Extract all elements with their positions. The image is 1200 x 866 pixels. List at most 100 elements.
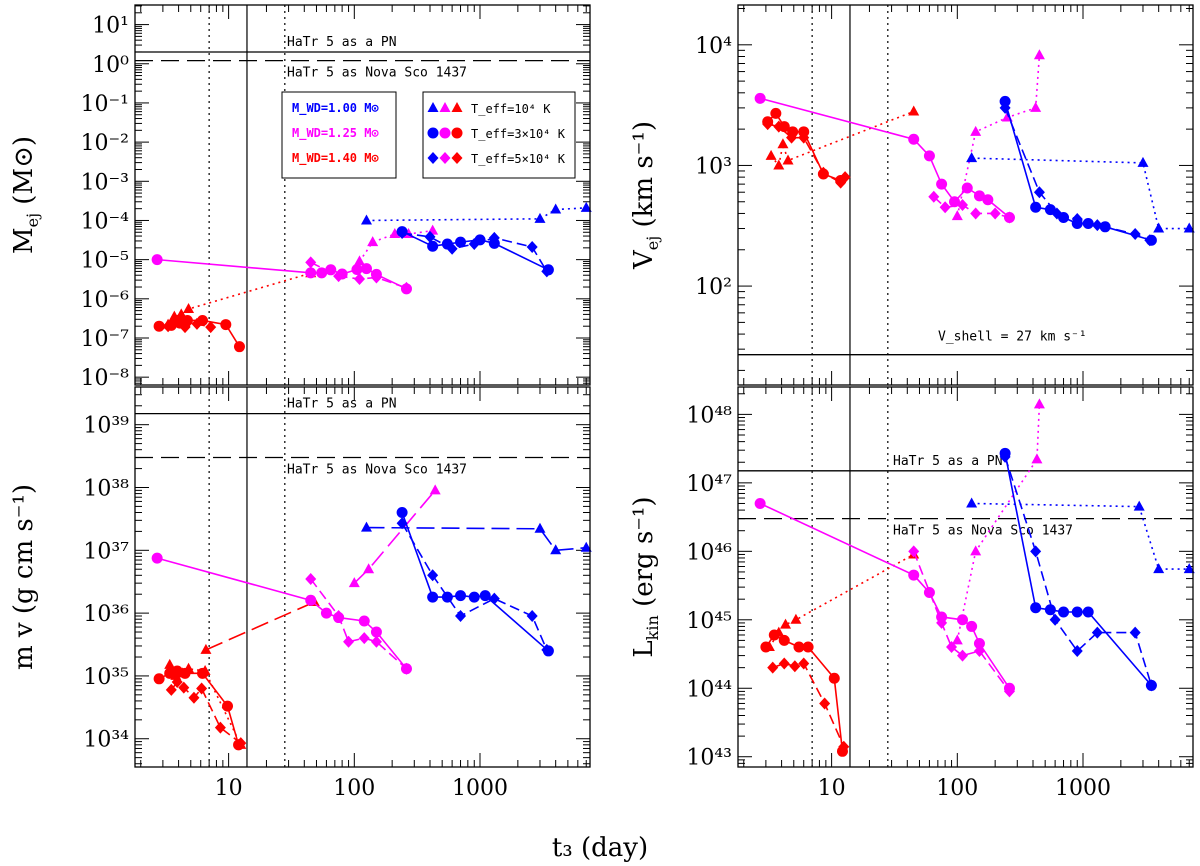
x-tick-label: 1000 <box>1055 776 1111 801</box>
marker-diamond <box>989 207 1001 220</box>
marker-triangle <box>1133 500 1145 511</box>
y-tick-label: 10⁴³ <box>686 746 732 771</box>
y-axis-title-sub: ej <box>23 213 42 227</box>
legend-marker-triangle <box>427 102 439 112</box>
x-axis-title: t₃ (day) <box>552 833 648 863</box>
y-axis-title-sub: ej <box>643 236 662 250</box>
y-tick-label: 10³⁸ <box>83 476 129 501</box>
marker-diamond <box>957 649 969 662</box>
marker-diamond <box>235 737 247 750</box>
marker-triangle <box>348 577 360 588</box>
series-line <box>310 578 408 670</box>
marker-triangle <box>1031 453 1043 464</box>
marker-circle <box>220 319 232 331</box>
hline-label: HaTr 5 as a PN <box>287 397 397 412</box>
marker-diamond <box>205 321 217 334</box>
marker-triangle <box>354 255 366 266</box>
marker-triangle <box>1033 49 1045 60</box>
marker-triangle <box>765 149 777 160</box>
marker-diamond <box>370 271 382 284</box>
series-line <box>353 489 436 584</box>
marker-diamond <box>798 657 810 670</box>
y-axis-title-main: L <box>629 640 659 657</box>
series-line <box>156 557 408 670</box>
marker-diamond <box>970 207 982 220</box>
y-axis-title: m v (g cm s⁻¹) <box>9 484 39 670</box>
y-axis-title-main: V <box>629 249 659 270</box>
marker-circle <box>179 667 191 679</box>
y-axis-title-main: M <box>9 227 39 254</box>
marker-diamond <box>817 166 829 179</box>
y-tick-label: 10⁻³ <box>81 170 129 195</box>
series-line <box>401 522 548 651</box>
marker-triangle <box>367 236 379 247</box>
marker-circle <box>325 264 337 276</box>
marker-diamond <box>396 517 408 530</box>
y-axis-title-unit: (erg s⁻¹) <box>629 496 659 615</box>
marker-diamond <box>488 231 500 244</box>
y-tick-label: 10⁴⁶ <box>686 540 732 565</box>
marker-triangle <box>429 484 441 495</box>
marker-triangle <box>1137 156 1149 167</box>
hline-label: HaTr 5 as Nova Sco 1437 <box>287 66 467 81</box>
hline-label: HaTr 5 as Nova Sco 1437 <box>287 463 467 478</box>
marker-triangle <box>966 152 978 163</box>
y-axis-title-unit: (km s⁻¹) <box>629 121 659 236</box>
marker-diamond <box>343 635 355 648</box>
y-tick-label: 10³⁴ <box>83 728 129 753</box>
marker-circle <box>479 590 491 602</box>
marker-circle <box>828 672 840 684</box>
y-tick-label: 10³ <box>695 154 732 179</box>
y-tick-label: 10⁻¹ <box>81 92 129 117</box>
marker-diamond <box>908 545 920 558</box>
plot-frame <box>737 386 1194 768</box>
marker-diamond <box>1144 234 1156 247</box>
marker-circle <box>455 590 467 602</box>
marker-circle <box>973 190 985 202</box>
hline-label: HaTr 5 as a PN <box>893 454 1003 469</box>
marker-circle <box>961 182 973 194</box>
marker-circle <box>360 263 372 275</box>
marker-circle <box>305 267 317 279</box>
marker-circle <box>778 634 790 646</box>
marker-triangle <box>363 563 375 574</box>
hline-label: HaTr 5 as Nova Sco 1437 <box>893 524 1073 539</box>
marker-diamond <box>1071 645 1083 658</box>
marker-diamond <box>957 199 969 212</box>
marker-diamond <box>1129 626 1141 639</box>
legend-marker-diamond <box>439 152 451 164</box>
marker-diamond <box>1003 211 1015 224</box>
marker-triangle <box>550 203 562 214</box>
marker-diamond <box>526 241 538 254</box>
legend-marker-diamond <box>427 152 439 164</box>
marker-diamond <box>196 682 208 695</box>
marker-circle <box>982 194 994 206</box>
series-line <box>768 553 915 648</box>
marker-circle <box>197 667 209 679</box>
marker-circle <box>957 614 969 626</box>
plot-frame <box>737 4 1194 386</box>
marker-circle <box>923 150 935 162</box>
x-tick-label: 10 <box>215 776 243 801</box>
marker-circle <box>973 638 985 650</box>
marker-triangle <box>164 658 176 669</box>
y-tick-label: 10⁴⁴ <box>686 677 732 702</box>
marker-diamond <box>928 190 940 203</box>
legend-teff-entry: T_eff=10⁴ K <box>471 102 551 116</box>
marker-triangle <box>175 308 187 319</box>
marker-circle <box>316 267 328 279</box>
marker-diamond <box>999 450 1011 463</box>
marker-circle <box>1044 604 1056 616</box>
marker-diamond <box>191 317 203 330</box>
marker-diamond <box>358 632 370 645</box>
marker-diamond <box>839 171 851 184</box>
marker-circle <box>370 626 382 638</box>
marker-circle <box>908 569 920 581</box>
marker-triangle <box>1153 222 1165 233</box>
legend-marker-circle <box>427 127 439 139</box>
marker-diamond <box>1049 613 1061 626</box>
panel-mv: 10³⁴ 10³⁵ 10³⁶ 10³⁷ 10³⁸ 10³⁹ 10 100 1000 HaTr 5 … <box>9 386 592 801</box>
marker-triangle <box>550 544 562 555</box>
series-line <box>912 551 1011 692</box>
marker-circle <box>153 673 165 685</box>
